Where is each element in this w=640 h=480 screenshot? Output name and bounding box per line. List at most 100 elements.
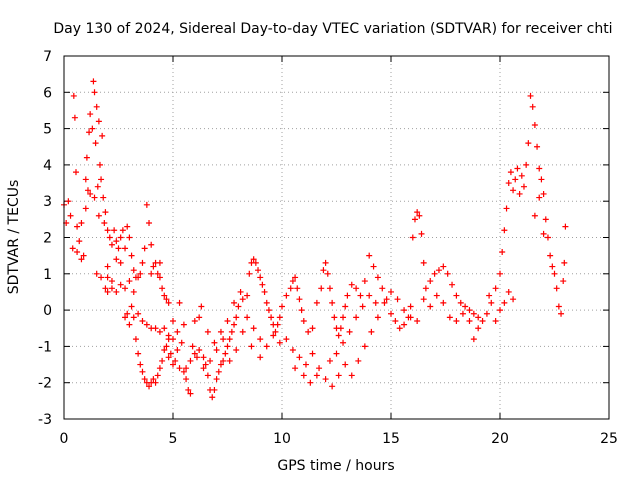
data-point [176,299,183,306]
data-point [505,288,512,295]
data-point [414,317,421,324]
data-point [361,278,368,285]
data-point [146,219,153,226]
data-point [475,314,482,321]
data-point [298,307,305,314]
data-point [226,357,233,364]
x-tick-label: 10 [273,431,291,447]
data-point [150,263,157,270]
data-point [231,321,238,328]
data-point [209,394,216,401]
data-point [67,212,74,219]
data-point [353,314,360,321]
data-point [150,376,157,383]
data-point [433,292,440,299]
y-tick-label: -3 [38,412,52,428]
data-point [520,183,527,190]
y-tick-label: 5 [43,122,52,138]
data-point [200,365,207,372]
data-point [174,328,181,335]
data-point [525,140,532,147]
data-point [126,234,133,241]
data-point [119,227,126,234]
data-point [163,343,170,350]
data-point [130,314,137,321]
data-point [108,241,115,248]
data-point [193,354,200,361]
data-point [407,314,414,321]
y-tick-label: 4 [43,158,52,174]
data-point [265,307,272,314]
data-point [165,354,172,361]
plot-frame [63,55,610,420]
data-point [220,336,227,343]
data-point [313,372,320,379]
data-point [124,223,131,230]
data-point [381,299,388,306]
chart-title: Day 130 of 2024, Sidereal Day-to-day VTE… [53,21,612,37]
data-point [233,314,240,321]
data-points [61,78,569,401]
data-point [486,292,493,299]
data-point [342,361,349,368]
data-point [139,368,146,375]
data-point [510,296,517,303]
data-point [536,165,543,172]
x-tick-label: 0 [60,431,69,447]
data-point [113,256,120,263]
data-point [204,328,211,335]
data-point [139,317,146,324]
data-point [401,321,408,328]
data-point [370,263,377,270]
data-point [102,285,109,292]
data-point [359,303,366,310]
data-point [213,347,220,354]
data-point [207,357,214,364]
data-point [388,310,394,317]
data-point [122,285,129,292]
data-point [300,317,307,324]
data-point [161,325,168,332]
data-point [154,270,161,277]
data-point [95,212,102,219]
data-point [558,310,565,317]
data-point [122,314,129,321]
data-point [427,303,434,310]
data-point [374,274,381,281]
data-point [200,354,207,361]
data-point [357,292,364,299]
y-tick-label: 1 [43,267,52,283]
y-tick-label: 6 [43,85,52,101]
x-tick-label: 25 [600,431,618,447]
x-tick-label: 15 [382,431,400,447]
data-point [531,212,538,219]
data-point [322,376,329,383]
data-point [431,270,438,277]
data-point [440,299,447,306]
data-point [309,325,316,332]
data-point [540,230,547,237]
data-point [113,288,120,295]
data-point [514,165,521,172]
data-point [374,314,381,321]
data-point [93,270,100,277]
data-point [170,361,176,368]
data-point [74,249,81,256]
data-point [292,365,299,372]
data-point [276,339,283,346]
data-point [137,270,144,277]
data-point [289,278,296,285]
data-point [165,336,172,343]
data-point [211,339,218,346]
x-axis-label: GPS time / hours [277,458,394,474]
data-point [440,263,447,270]
data-point [126,321,133,328]
data-point [117,234,124,241]
data-point [74,223,81,230]
data-point [86,129,93,136]
data-point [82,205,89,212]
data-point [183,376,190,383]
data-point [159,357,166,364]
data-point [331,314,338,321]
